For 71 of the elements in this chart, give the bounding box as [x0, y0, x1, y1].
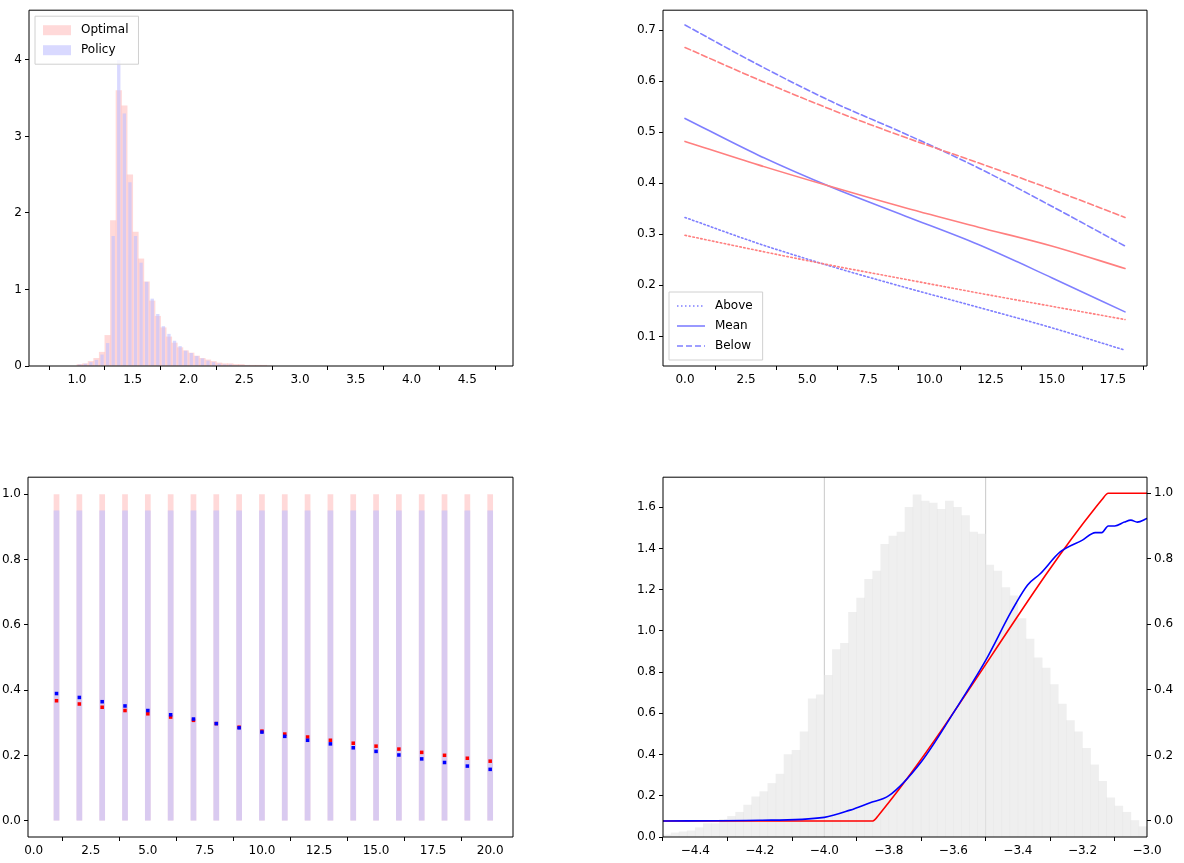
x-tick-label: 17.5	[419, 843, 447, 858]
x-tick-label: −3.2	[1067, 843, 1098, 858]
y-tick-label: 3	[14, 128, 22, 143]
x-tick-label: −4.2	[745, 843, 775, 858]
x-tick-label: 10.0	[248, 843, 276, 858]
y-tick-label: 0.1	[636, 328, 656, 343]
x-tick-label: −4.4	[680, 843, 710, 858]
x-tick-label: 5.0	[138, 843, 158, 858]
y-tick-label: 0.7	[636, 22, 656, 37]
x-tick-label: 4.5	[457, 372, 477, 387]
y-tick-label: 0.2	[1, 747, 21, 762]
x-tick-label: 3.5	[346, 372, 366, 387]
legend-label: Optimal	[81, 22, 129, 37]
x-tick-label: 20.0	[476, 843, 504, 858]
y-tick-label: 0.4	[1, 682, 21, 697]
legend-label: Policy	[81, 42, 116, 57]
y-tick-label: 1.0	[636, 623, 656, 638]
y-tick-label: 0.2	[636, 277, 656, 292]
y-tick-label: 1	[14, 281, 22, 296]
y-tick-label: 0.6	[636, 73, 656, 88]
y2-tick-label: 0.4	[1154, 681, 1174, 696]
y-tick-label: 0.8	[1, 551, 21, 566]
y-tick-label: 0.0	[1, 813, 21, 828]
y-tick-label: 4	[14, 52, 22, 67]
y-tick-label: 1.6	[636, 499, 656, 514]
y-tick-label: 0.8	[636, 664, 656, 679]
x-tick-label: 3.0	[290, 372, 310, 387]
y-tick-label: 1.2	[636, 581, 656, 596]
x-tick-label: 1.0	[67, 372, 87, 387]
y-tick-label: 0.3	[636, 226, 656, 241]
y-tick-label: 0.2	[636, 787, 656, 802]
x-tick-label: 10.0	[916, 372, 943, 387]
y2-tick-label: 0.6	[1154, 616, 1174, 631]
x-tick-label: 1.5	[123, 372, 143, 387]
y-tick-label: 0.6	[636, 705, 656, 720]
x-tick-label: −3.4	[1003, 843, 1033, 858]
y-tick-label: 0	[14, 358, 22, 373]
x-tick-label: 17.5	[1099, 372, 1127, 387]
y-tick-label: 0.4	[636, 746, 656, 761]
x-tick-label: 12.5	[977, 372, 1004, 387]
x-tick-label: −3.6	[938, 843, 968, 858]
x-tick-label: 7.5	[195, 843, 215, 858]
x-tick-label: −4.0	[809, 843, 839, 858]
x-tick-label: 12.5	[305, 843, 333, 858]
y2-tick-label: 1.0	[1154, 485, 1174, 500]
y-tick-label: 1.4	[636, 540, 656, 555]
legend-label: Mean	[715, 318, 748, 333]
x-tick-label: 2.5	[736, 372, 756, 387]
x-tick-label: 2.5	[234, 372, 254, 387]
y2-tick-label: 0.8	[1154, 550, 1174, 565]
y-tick-label: 0.6	[1, 617, 21, 632]
y2-tick-label: 0.0	[1154, 813, 1174, 828]
x-tick-label: 2.0	[178, 372, 199, 387]
y2-tick-label: 0.2	[1154, 747, 1174, 762]
legend-label: Below	[715, 338, 752, 353]
x-tick-label: 0.0	[675, 372, 695, 387]
y-tick-label: 2	[14, 205, 22, 220]
legend-label: Above	[715, 298, 753, 313]
x-tick-label: 0.0	[24, 843, 44, 858]
y-tick-label: 0.0	[636, 829, 656, 844]
y-tick-label: 1.0	[1, 486, 21, 501]
x-tick-label: 5.0	[797, 372, 817, 387]
x-tick-label: 15.0	[362, 843, 390, 858]
x-tick-label: 7.5	[858, 372, 878, 387]
y-tick-label: 0.4	[636, 175, 656, 190]
x-tick-label: −3.8	[874, 843, 904, 858]
x-tick-label: −3.0	[1132, 843, 1162, 858]
y-tick-label: 0.5	[636, 124, 656, 139]
x-tick-label: 15.0	[1038, 372, 1066, 387]
x-tick-label: 2.5	[81, 843, 101, 858]
x-tick-label: 4.0	[401, 372, 422, 387]
